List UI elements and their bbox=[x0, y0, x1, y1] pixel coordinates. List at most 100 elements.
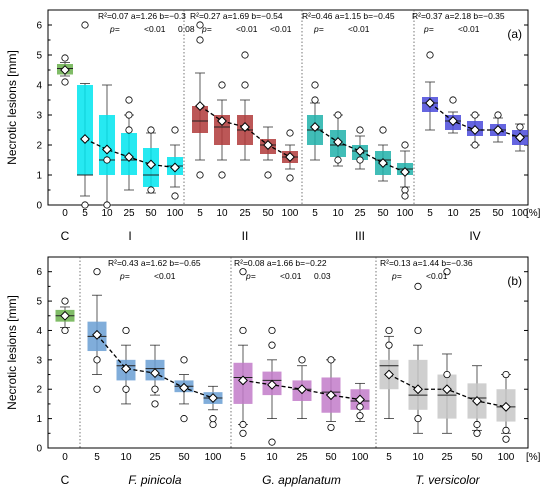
x-tick-label: 5 bbox=[386, 452, 392, 463]
y-tick-label: 4 bbox=[36, 81, 42, 92]
x-tick-label: 5 bbox=[427, 208, 433, 219]
panel-tag: (a) bbox=[507, 27, 522, 41]
mean-marker bbox=[297, 384, 307, 395]
box-100 bbox=[203, 385, 223, 429]
outlier-point bbox=[171, 192, 179, 200]
mean-marker bbox=[60, 65, 70, 75]
outlier-point bbox=[61, 297, 69, 305]
mean-marker bbox=[179, 382, 189, 393]
outlier-point bbox=[449, 96, 457, 104]
outlier-point bbox=[385, 341, 393, 349]
x-tick-label: 25 bbox=[123, 208, 135, 219]
x-tick-label: 50 bbox=[471, 452, 483, 463]
mean-marker bbox=[102, 144, 112, 155]
outlier-point bbox=[196, 21, 204, 29]
outlier-point bbox=[61, 54, 69, 62]
p-label: p= bbox=[119, 271, 130, 281]
x-tick-label: 50 bbox=[262, 208, 274, 219]
y-tick-label: 1 bbox=[36, 171, 42, 182]
x-tick-label: 5 bbox=[197, 208, 203, 219]
mean-marker bbox=[121, 363, 131, 374]
outlier-point bbox=[239, 326, 247, 335]
box-control bbox=[55, 297, 75, 335]
x-tick-label: 10 bbox=[332, 208, 344, 219]
outlier-point bbox=[218, 81, 226, 89]
mean-marker bbox=[400, 167, 410, 177]
p-value-a: <0.01 bbox=[426, 271, 448, 281]
x-tick-label: 0 bbox=[62, 452, 68, 463]
outlier-point bbox=[516, 123, 524, 131]
outlier-point bbox=[147, 186, 155, 194]
box-5 bbox=[307, 81, 323, 161]
mean-marker bbox=[60, 310, 70, 321]
p-label: p= bbox=[201, 24, 212, 34]
mean-marker bbox=[355, 394, 365, 405]
outlier-point bbox=[180, 356, 188, 364]
outlier-point bbox=[218, 171, 226, 179]
x-tick-label: 100 bbox=[167, 208, 184, 219]
x-tick-label: 0 bbox=[62, 208, 68, 219]
outlier-point bbox=[103, 156, 111, 164]
outlier-point bbox=[286, 174, 294, 182]
x-tick-label: 10 bbox=[412, 452, 424, 463]
outlier-point bbox=[147, 126, 155, 134]
y-tick-label: 0 bbox=[36, 201, 42, 212]
outlier-point bbox=[196, 171, 204, 179]
outlier-point bbox=[379, 126, 387, 134]
outlier-point bbox=[81, 201, 89, 209]
x-tick-label: 50 bbox=[178, 452, 190, 463]
p-value-b: 0.03 bbox=[314, 271, 331, 281]
outlier-point bbox=[327, 356, 335, 364]
group-label: III bbox=[355, 229, 365, 243]
y-tick-label: 2 bbox=[36, 385, 42, 396]
outlier-point bbox=[264, 171, 272, 179]
mean-marker bbox=[217, 116, 227, 126]
box-5 bbox=[379, 326, 399, 420]
p-value-a: <0.01 bbox=[348, 24, 370, 34]
group-label: IV bbox=[469, 229, 480, 243]
regression-stats: R²=0.13 a=1.44 b=−0.36 bbox=[380, 258, 473, 268]
mean-marker bbox=[285, 152, 295, 162]
outlier-point bbox=[103, 201, 111, 209]
x-tick-label: 100 bbox=[397, 208, 414, 219]
x-tick-label: 100 bbox=[282, 208, 299, 219]
mean-marker bbox=[425, 98, 435, 108]
outlier-point bbox=[268, 326, 276, 335]
box-25 bbox=[237, 51, 253, 161]
outlier-point bbox=[414, 326, 422, 335]
x-tick-label: 100 bbox=[512, 208, 529, 219]
mean-marker bbox=[333, 137, 343, 147]
mean-marker bbox=[310, 122, 320, 132]
x-tick-label: 5 bbox=[82, 208, 88, 219]
p-label: p= bbox=[391, 271, 402, 281]
y-tick-label: 3 bbox=[36, 111, 42, 122]
outlier-point bbox=[171, 126, 179, 134]
outlier-point bbox=[471, 111, 479, 119]
box-25 bbox=[437, 268, 457, 434]
x-tick-label: 25 bbox=[239, 208, 251, 219]
mean-marker bbox=[263, 140, 273, 150]
outlier-point bbox=[401, 192, 409, 200]
outlier-point bbox=[93, 385, 101, 393]
regression-stats: R²=0.46 a=1.15 b=−0.45 bbox=[302, 11, 395, 21]
outlier-point bbox=[311, 81, 319, 89]
outlier-point bbox=[268, 438, 276, 446]
x-tick-label: 50 bbox=[492, 208, 504, 219]
outlier-point bbox=[125, 126, 133, 134]
mean-marker bbox=[170, 162, 180, 173]
outlier-point bbox=[502, 426, 510, 434]
y-tick-label: 4 bbox=[36, 326, 42, 337]
panel-tag: (b) bbox=[507, 274, 522, 288]
regression-stats: R²=0.37 a=2.18 b=−0.35 bbox=[412, 11, 505, 21]
x-tick-label: 5 bbox=[94, 452, 100, 463]
mean-marker bbox=[124, 152, 134, 162]
group-label: T. versicolor bbox=[415, 473, 480, 487]
fit-line bbox=[314, 126, 406, 173]
outlier-point bbox=[473, 420, 481, 429]
outlier-point bbox=[356, 403, 364, 411]
mean-marker bbox=[470, 125, 480, 135]
x-tick-label: 5 bbox=[240, 452, 246, 463]
mean-marker bbox=[267, 379, 277, 390]
